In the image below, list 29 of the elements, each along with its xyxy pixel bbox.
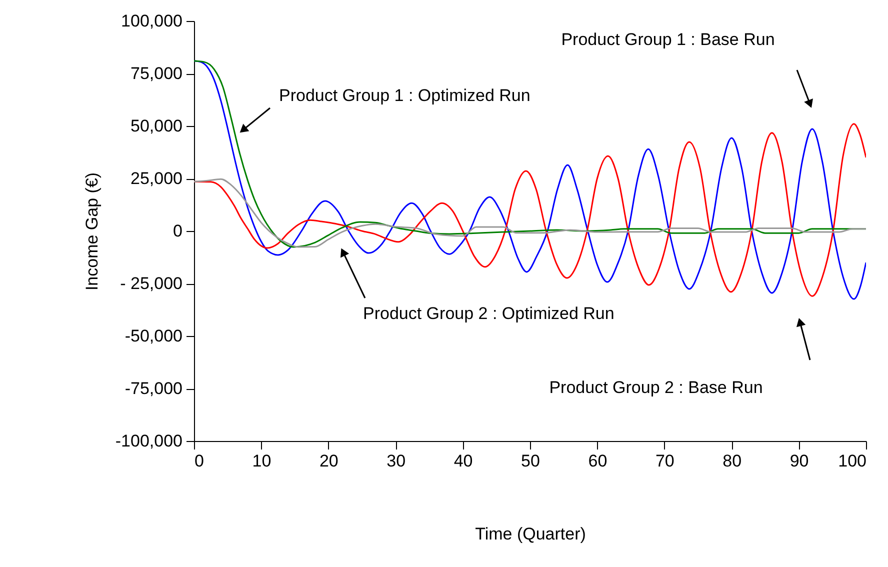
y-tick-label: -50,000 (124, 326, 182, 346)
line-series (194, 123, 866, 297)
x-tick-label: 60 (588, 452, 608, 470)
x-axis-title: Time (Quarter) (475, 524, 586, 544)
x-tick-label: 10 (252, 452, 272, 470)
x-tick-label: 90 (790, 452, 809, 470)
y-tick-label: 0 (173, 222, 182, 240)
annotation: Product Group 2 : Optimized Run (363, 304, 614, 323)
annotation: Product Group 2 : Base Run (549, 378, 763, 397)
y-tick-label: 75,000 (130, 64, 182, 83)
line-series (194, 60, 866, 300)
y-tick-label: -75,000 (124, 379, 182, 398)
x-tick-label: 20 (319, 452, 338, 470)
y-tick-label: 100,000 (121, 12, 182, 30)
x-tick-label: 40 (454, 452, 473, 470)
line-series (194, 178, 866, 248)
x-tick-label: 0 (194, 452, 204, 470)
x-tick-label: 100 (838, 452, 866, 470)
y-tick-label: 25,000 (130, 169, 182, 188)
y-axis-title: Income Gap (€) (82, 172, 102, 291)
x-tick-label: 80 (722, 452, 742, 470)
x-tick-label: 50 (521, 452, 540, 470)
x-tick-label: 70 (655, 452, 674, 470)
annotation: Product Group 1 : Base Run (561, 30, 775, 49)
y-tick-label: 50,000 (130, 116, 182, 136)
y-tick-label: - 25,000 (120, 274, 182, 293)
y-tick-label: -100,000 (115, 432, 182, 450)
x-tick-label: 30 (386, 452, 406, 470)
annotation: Product Group 1 : Optimized Run (279, 86, 530, 105)
